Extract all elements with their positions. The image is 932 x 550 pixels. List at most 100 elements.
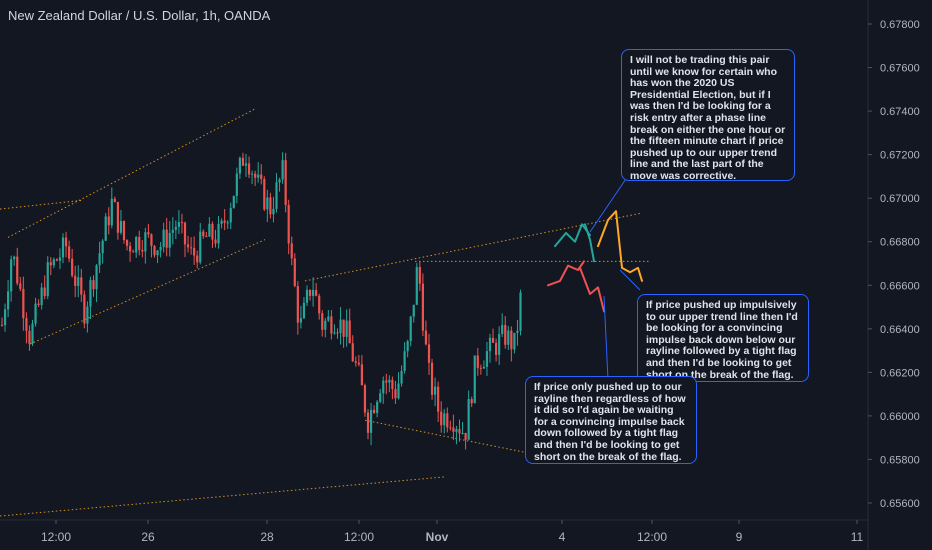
candle-body bbox=[458, 429, 461, 434]
candle-body bbox=[68, 246, 71, 259]
trend-line bbox=[7, 108, 256, 238]
candle-body bbox=[186, 244, 190, 248]
candle-body bbox=[479, 367, 482, 369]
candle-body bbox=[519, 292, 522, 331]
y-tick-label: 0.66400 bbox=[880, 324, 920, 336]
candle-body bbox=[287, 204, 290, 244]
candle-body bbox=[427, 344, 431, 363]
candle-body bbox=[467, 399, 470, 440]
candle-body bbox=[498, 333, 501, 355]
candle-body bbox=[193, 248, 196, 256]
candle-body bbox=[3, 309, 7, 326]
candle-body bbox=[77, 277, 80, 286]
candle-body bbox=[516, 330, 519, 333]
candle-body bbox=[418, 267, 421, 284]
candle-body bbox=[153, 245, 156, 256]
projection-orange bbox=[597, 210, 643, 282]
candle-body bbox=[196, 255, 199, 263]
candle-body bbox=[382, 380, 385, 394]
candle-body bbox=[461, 432, 464, 434]
candle-body bbox=[132, 251, 135, 253]
candle-body bbox=[449, 427, 452, 429]
candle-body bbox=[55, 259, 58, 261]
candle-body bbox=[272, 208, 275, 215]
candle-body bbox=[406, 341, 409, 352]
candle-body bbox=[473, 355, 476, 404]
projected-paths bbox=[547, 169, 643, 381]
candle-body bbox=[71, 258, 74, 276]
candle-body bbox=[141, 249, 144, 252]
candle-body bbox=[513, 332, 516, 350]
candle-body bbox=[180, 222, 184, 224]
candle-body bbox=[415, 267, 418, 305]
trend-line bbox=[0, 476, 446, 517]
y-tick-label: 0.67000 bbox=[880, 193, 920, 205]
candle-body bbox=[482, 366, 485, 369]
x-tick-label: 12:00 bbox=[41, 530, 71, 544]
y-tick-label: 0.66800 bbox=[880, 237, 920, 249]
candle-body bbox=[49, 262, 52, 266]
candle-body bbox=[229, 207, 232, 223]
candle-body bbox=[388, 379, 391, 383]
candle-body bbox=[330, 316, 333, 334]
candle-body bbox=[199, 231, 202, 263]
candles bbox=[0, 152, 522, 450]
candle-body bbox=[357, 362, 360, 365]
candle-body bbox=[476, 355, 479, 368]
x-tick-label: 4 bbox=[559, 530, 566, 544]
candle-body bbox=[183, 222, 187, 245]
candle-body bbox=[327, 316, 330, 321]
candle-body bbox=[299, 318, 302, 323]
x-tick-label: 9 bbox=[736, 530, 743, 544]
candle-body bbox=[296, 286, 299, 323]
candle-body bbox=[278, 179, 281, 183]
candle-body bbox=[437, 386, 440, 412]
candle-body bbox=[80, 277, 83, 295]
candle-body bbox=[421, 283, 424, 331]
candle-body bbox=[241, 157, 245, 166]
candle-body bbox=[373, 409, 376, 413]
candle-body bbox=[89, 280, 92, 307]
candle-body bbox=[64, 237, 68, 247]
candle-body bbox=[116, 202, 119, 233]
candle-body bbox=[92, 280, 95, 290]
x-tick-label: 11 bbox=[851, 530, 864, 544]
candle-body bbox=[290, 243, 293, 259]
chart-title: New Zealand Dollar / U.S. Dollar, 1h, OA… bbox=[8, 8, 271, 23]
candle-body bbox=[485, 351, 489, 367]
candle-body bbox=[452, 427, 455, 432]
candle-body bbox=[510, 330, 513, 350]
candle-body bbox=[488, 337, 492, 352]
candle-body bbox=[28, 330, 31, 344]
candle-body bbox=[217, 223, 220, 244]
candle-body bbox=[504, 324, 507, 345]
candle-body bbox=[275, 182, 278, 209]
candle-body bbox=[260, 174, 263, 179]
y-tick-label: 0.67600 bbox=[880, 63, 920, 75]
candle-body bbox=[400, 370, 403, 384]
candle-body bbox=[168, 232, 171, 248]
candle-body bbox=[302, 302, 306, 319]
candle-body bbox=[251, 173, 254, 175]
candle-body bbox=[312, 290, 315, 296]
candle-body bbox=[455, 429, 458, 432]
x-tick-label: 12:00 bbox=[637, 530, 667, 544]
candle-body bbox=[507, 330, 510, 345]
candle-body bbox=[205, 236, 208, 238]
y-tick-label: 0.67800 bbox=[880, 19, 920, 31]
candle-body bbox=[83, 294, 86, 324]
candle-body bbox=[61, 237, 65, 258]
candle-body bbox=[16, 256, 19, 284]
candle-body bbox=[34, 303, 37, 324]
candle-body bbox=[223, 220, 226, 223]
candle-body bbox=[369, 409, 373, 433]
x-tick-label: 12:00 bbox=[344, 530, 374, 544]
candle-body bbox=[446, 413, 449, 428]
candle-body bbox=[232, 195, 235, 208]
candle-body bbox=[376, 401, 379, 413]
candle-body bbox=[107, 216, 110, 226]
candle-body bbox=[403, 351, 406, 371]
candle-body bbox=[434, 386, 437, 395]
candle-body bbox=[440, 411, 443, 426]
